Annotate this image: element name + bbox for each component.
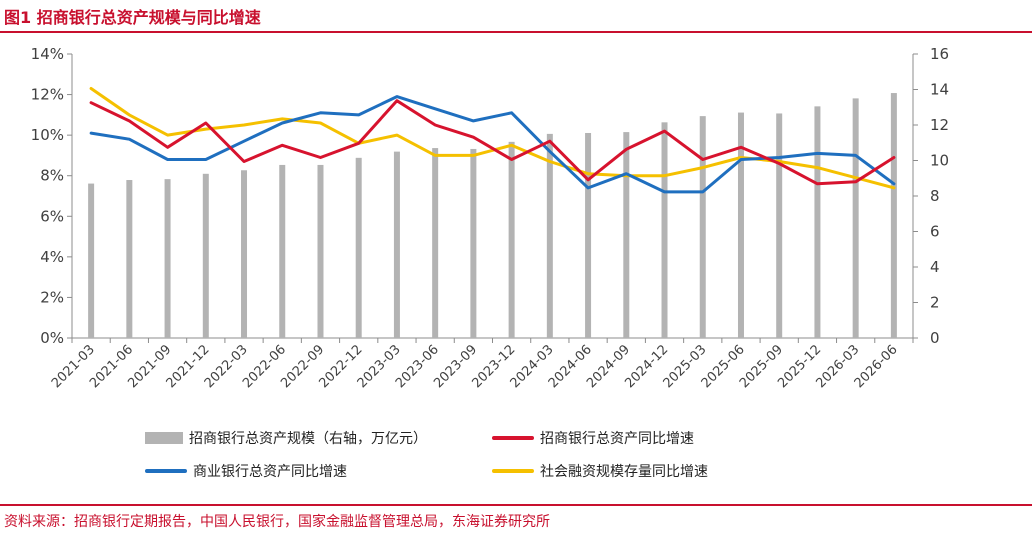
bar xyxy=(890,93,897,338)
right-tick-label: 10 xyxy=(930,152,949,170)
bar xyxy=(317,164,324,338)
series-line-social-growth xyxy=(89,87,896,190)
legend-swatch-bank xyxy=(145,469,187,473)
bar xyxy=(202,173,209,338)
left-tick-label: 2% xyxy=(40,288,64,306)
legend-label-bar: 招商银行总资产规模（右轴，万亿元） xyxy=(189,431,427,447)
left-tick-label: 8% xyxy=(40,167,64,185)
source-divider xyxy=(0,504,1032,506)
bar xyxy=(279,164,286,338)
bar xyxy=(393,151,400,338)
left-tick-label: 12% xyxy=(31,86,64,104)
bar xyxy=(699,116,706,338)
legend-item-bar: 招商银行总资产规模（右轴，万亿元） xyxy=(145,428,427,448)
legend-label-cmb: 招商银行总资产同比增速 xyxy=(540,431,694,447)
right-tick-label: 2 xyxy=(930,294,940,312)
chart-title: 图1 招商银行总资产规模与同比增速 xyxy=(4,8,261,27)
legend-label-bank: 商业银行总资产同比增速 xyxy=(193,464,347,480)
bar xyxy=(355,157,362,338)
right-tick-label: 14 xyxy=(930,81,949,99)
right-tick-label: 4 xyxy=(930,258,940,276)
bar xyxy=(546,133,553,338)
bar xyxy=(661,122,668,339)
bar xyxy=(432,148,439,338)
legend-item-bank-growth: 商业银行总资产同比增速 xyxy=(145,461,347,481)
legend-swatch-bar xyxy=(145,432,183,444)
source-note: 资料来源：招商银行定期报告，中国人民银行，国家金融监督管理总局，东海证券研究所 xyxy=(4,514,550,530)
title-divider xyxy=(0,31,1032,33)
left-tick-label: 14% xyxy=(31,45,64,63)
legend-item-cmb-growth: 招商银行总资产同比增速 xyxy=(492,428,694,448)
legend-label-social: 社会融资规模存量同比增速 xyxy=(540,464,708,480)
legend-swatch-social xyxy=(492,469,534,473)
series-line-bank-growth xyxy=(89,95,896,194)
bar xyxy=(776,113,783,339)
bar xyxy=(470,148,477,338)
bar xyxy=(164,179,171,338)
right-tick-label: 6 xyxy=(930,223,940,241)
legend-item-social-growth: 社会融资规模存量同比增速 xyxy=(492,461,708,481)
legend-swatch-cmb xyxy=(492,436,534,440)
bar xyxy=(814,106,821,338)
bar-series xyxy=(88,93,897,339)
bar xyxy=(126,180,133,338)
bar xyxy=(88,183,95,338)
line-series xyxy=(89,87,896,194)
bar xyxy=(241,170,248,338)
bar xyxy=(623,132,630,338)
right-tick-label: 16 xyxy=(930,45,949,63)
right-tick-label: 8 xyxy=(930,187,940,205)
bar xyxy=(737,112,744,338)
right-tick-label: 12 xyxy=(930,116,949,134)
series-line-cmb-growth xyxy=(89,99,896,186)
right-tick-label: 0 xyxy=(930,329,940,347)
chart-axes xyxy=(67,53,918,343)
left-tick-label: 10% xyxy=(31,126,64,144)
bar xyxy=(852,98,859,338)
left-tick-label: 6% xyxy=(40,207,64,225)
left-tick-label: 4% xyxy=(40,248,64,266)
left-tick-label: 0% xyxy=(40,329,64,347)
bar xyxy=(508,141,515,338)
bar xyxy=(585,132,592,338)
